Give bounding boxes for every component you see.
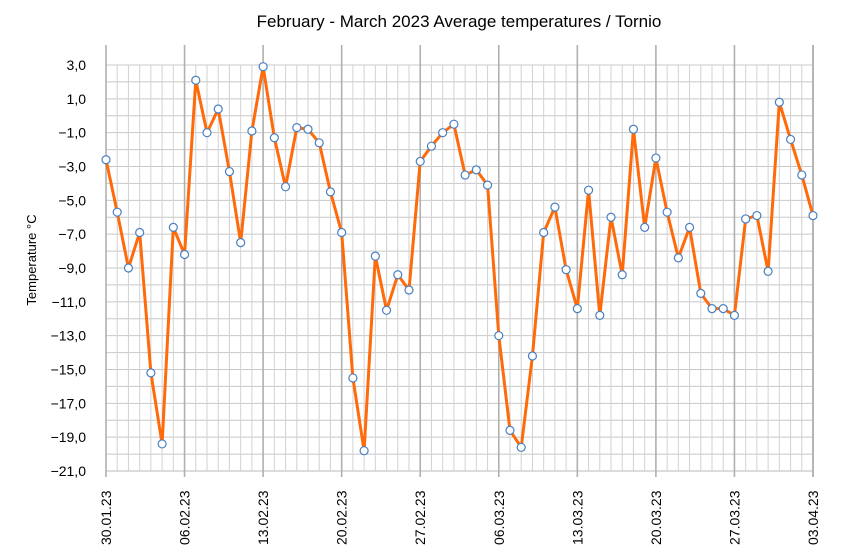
data-point <box>337 227 347 238</box>
data-point <box>539 227 549 238</box>
y-tick-label: 1,0 <box>67 91 87 107</box>
data-point <box>438 128 448 138</box>
data-point <box>673 253 683 263</box>
data-point <box>774 97 784 107</box>
data-point <box>236 238 246 248</box>
data-point <box>606 212 616 222</box>
data-point <box>370 251 380 261</box>
data-point <box>202 128 212 138</box>
data-point <box>527 351 538 361</box>
y-tick-label: −13,0 <box>51 328 87 344</box>
x-tick-label: 03.04.23 <box>805 490 821 545</box>
x-tick-label: 13.03.23 <box>569 490 585 545</box>
data-point <box>179 249 190 260</box>
x-tick-label: 06.02.23 <box>177 490 193 545</box>
data-point <box>213 104 223 114</box>
data-point <box>797 170 807 180</box>
data-point <box>785 134 796 145</box>
data-point <box>303 124 313 134</box>
data-point <box>494 331 504 341</box>
data-point <box>426 141 437 151</box>
data-point <box>135 227 145 238</box>
data-point <box>247 126 257 136</box>
data-point <box>640 222 650 232</box>
y-tick-label: −9,0 <box>58 260 86 276</box>
series-group <box>101 62 818 456</box>
data-point <box>449 119 459 129</box>
series-line <box>104 65 815 453</box>
x-tick-label: 13.02.23 <box>255 490 271 545</box>
y-tick-label: −21,0 <box>51 463 87 479</box>
data-point <box>741 214 751 224</box>
data-point <box>146 368 156 378</box>
y-tick-label: 3,0 <box>67 57 87 73</box>
data-point <box>628 124 639 134</box>
data-point <box>718 304 728 314</box>
x-tick-label: 20.03.23 <box>648 490 664 545</box>
data-point <box>572 304 582 314</box>
data-point <box>808 210 818 221</box>
data-point <box>595 310 605 320</box>
x-tick-label: 06.03.23 <box>491 490 507 545</box>
data-point <box>763 266 773 276</box>
grid-lines <box>105 45 814 477</box>
data-point <box>404 285 414 295</box>
data-point <box>168 222 178 232</box>
data-point <box>269 133 279 143</box>
data-point <box>482 180 493 190</box>
data-point <box>191 75 201 85</box>
data-point <box>696 288 706 298</box>
data-point <box>505 425 515 435</box>
y-axis-label: Temperature °C <box>24 214 39 305</box>
data-point <box>729 310 740 320</box>
data-point <box>415 156 425 167</box>
y-axis-ticks: 3,0 1,0 −1,0 −3,0 −5,0 −7,0 −9,0 −11,0 −13,0 −15,… <box>51 57 87 479</box>
y-tick-label: −5,0 <box>58 192 86 208</box>
x-tick-label: 27.02.23 <box>412 490 428 545</box>
data-point <box>662 207 672 217</box>
data-point <box>224 166 235 177</box>
y-tick-label: −3,0 <box>58 159 86 175</box>
x-tick-label: 27.03.23 <box>726 490 742 545</box>
data-point <box>516 442 526 452</box>
data-point <box>471 165 481 175</box>
data-point <box>258 62 268 72</box>
data-point <box>707 304 717 314</box>
chart-title: February - March 2023 Average temperatur… <box>257 12 662 31</box>
data-point <box>348 373 358 383</box>
data-point <box>561 265 571 275</box>
y-tick-label: −7,0 <box>58 226 86 242</box>
data-point <box>460 170 470 180</box>
data-point <box>325 187 336 197</box>
y-tick-label: −11,0 <box>52 294 87 310</box>
data-point <box>280 182 291 192</box>
y-tick-label: −1,0 <box>58 125 86 141</box>
x-axis-ticks: 30.01.23 06.02.23 13.02.23 20.02.23 27.02.23… <box>98 490 821 545</box>
y-tick-label: −15,0 <box>51 362 87 378</box>
y-tick-label: −17,0 <box>51 395 87 411</box>
data-point <box>651 153 661 163</box>
data-point <box>550 202 560 212</box>
data-point <box>359 446 369 456</box>
data-point <box>112 207 122 217</box>
data-point <box>123 263 134 273</box>
data-point <box>393 270 403 280</box>
data-point <box>583 185 594 195</box>
data-point <box>684 222 695 232</box>
y-tick-label: −19,0 <box>51 429 87 445</box>
data-point <box>101 155 111 165</box>
data-point <box>314 138 324 148</box>
data-point <box>381 305 392 315</box>
data-point <box>617 270 627 280</box>
x-tick-label: 20.02.23 <box>334 490 350 545</box>
data-point <box>157 439 167 449</box>
data-point <box>752 210 762 221</box>
x-tick-label: 30.01.23 <box>98 490 114 545</box>
data-point <box>292 122 302 133</box>
